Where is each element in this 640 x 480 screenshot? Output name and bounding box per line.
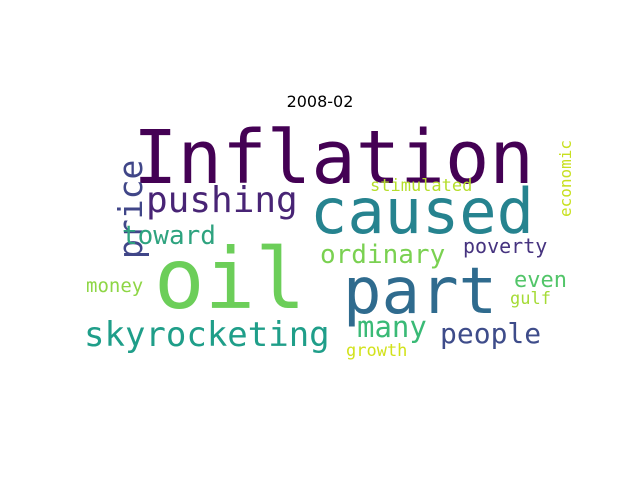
word-economic: economic	[556, 139, 575, 217]
word-toward: toward	[122, 221, 216, 251]
word-ordinary: ordinary	[320, 240, 446, 270]
word-stimulated: stimulated	[370, 176, 473, 196]
word-skyrocketing: skyrocketing	[84, 315, 330, 355]
word-caused: caused	[310, 175, 534, 248]
word-part: part	[343, 255, 498, 329]
word-poverty: poverty	[463, 234, 548, 258]
word-pushing: pushing	[146, 180, 298, 221]
word-many: many	[357, 310, 427, 344]
word-money: money	[86, 275, 144, 297]
word-people: people	[440, 317, 542, 350]
word-growth: growth	[346, 341, 408, 361]
word-even: even	[514, 268, 567, 293]
chart-title: 2008-02	[286, 92, 354, 111]
word-oil: oil	[154, 230, 306, 328]
word-cloud: Inflation caused oil part pushing price …	[80, 115, 575, 365]
word-inflation: Inflation	[133, 115, 534, 201]
word-gulf: gulf	[510, 289, 551, 309]
